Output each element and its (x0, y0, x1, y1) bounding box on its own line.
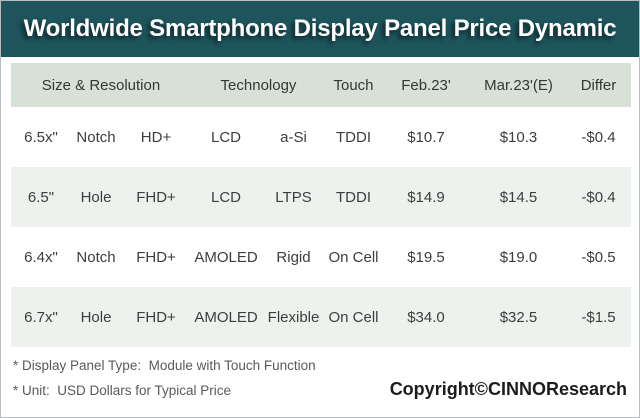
cell-mar-price: $19.0 (499, 248, 538, 266)
table-header-row: Size & Resolution Technology Touch Feb.2… (11, 63, 631, 107)
cell-tech: LCD (210, 128, 241, 146)
cell-touch: On Cell (328, 248, 379, 266)
col-header-feb: Feb.23' (401, 76, 451, 94)
cell-size: 6.5" (27, 188, 55, 206)
cell-tech: LCD (210, 188, 241, 206)
cell-feb-price: $14.9 (407, 188, 445, 206)
cell-cutout: Hole (80, 188, 112, 206)
cell-size: 6.4x" (24, 248, 58, 266)
page-title: Worldwide Smartphone Display Panel Price… (23, 15, 617, 42)
cell-feb-price: $10.7 (407, 128, 445, 146)
col-header-touch: Touch (333, 76, 374, 94)
cell-cutout: Notch (76, 128, 116, 146)
cell-cutout: Hole (80, 308, 112, 326)
table-row: 6.5" Hole FHD+ LCD LTPS TDDI $14.9 $14.5… (11, 167, 631, 227)
cell-mar-price: $10.3 (499, 128, 538, 146)
cell-feb-price: $19.5 (407, 248, 445, 266)
cell-touch: TDDI (336, 188, 371, 206)
col-header-differ: Differ (580, 76, 617, 94)
footnotes: * Display Panel Type: Module with Touch … (13, 355, 316, 401)
cell-size: 6.7x" (24, 308, 58, 326)
cell-variant: LTPS (275, 188, 312, 206)
cell-differ: -$0.5 (581, 248, 616, 266)
cell-cutout: Notch (76, 248, 116, 266)
cell-variant: a-Si (280, 128, 307, 146)
cell-variant: Flexible (267, 308, 320, 326)
col-header-size-resolution: Size & Resolution (41, 76, 161, 94)
cell-mar-price: $14.5 (499, 188, 538, 206)
table-row: 6.7x" Hole FHD+ AMOLED Flexible On Cell … (11, 287, 631, 347)
cell-resolution: FHD+ (136, 248, 176, 266)
cell-differ: -$0.4 (581, 128, 616, 146)
copyright-text: Copyright©CINNOResearch (389, 379, 627, 399)
cell-mar-price: $32.5 (499, 308, 538, 326)
cell-differ: -$1.5 (581, 308, 616, 326)
footer: * Display Panel Type: Module with Touch … (13, 355, 627, 401)
cell-touch: TDDI (336, 128, 371, 146)
title-band: Worldwide Smartphone Display Panel Price… (1, 1, 639, 57)
footnote-unit: * Unit: USD Dollars for Typical Price (13, 383, 232, 398)
cell-variant: Rigid (276, 248, 311, 266)
cell-feb-price: $34.0 (407, 308, 445, 326)
footnote-panel-type: * Display Panel Type: Module with Touch … (13, 358, 316, 373)
cell-tech: AMOLED (194, 248, 258, 266)
cell-resolution: FHD+ (136, 308, 176, 326)
col-header-technology: Technology (220, 76, 297, 94)
col-header-mar: Mar.23'(E) (484, 76, 553, 94)
price-table: Size & Resolution Technology Touch Feb.2… (11, 63, 631, 347)
cell-tech: AMOLED (194, 308, 258, 326)
cell-differ: -$0.4 (581, 188, 616, 206)
cell-resolution: HD+ (140, 128, 172, 146)
cell-resolution: FHD+ (136, 188, 176, 206)
cell-touch: On Cell (328, 308, 379, 326)
table-row: 6.5x" Notch HD+ LCD a-Si TDDI $10.7 $10.… (11, 107, 631, 167)
cell-size: 6.5x" (24, 128, 58, 146)
table-row: 6.4x" Notch FHD+ AMOLED Rigid On Cell $1… (11, 227, 631, 287)
